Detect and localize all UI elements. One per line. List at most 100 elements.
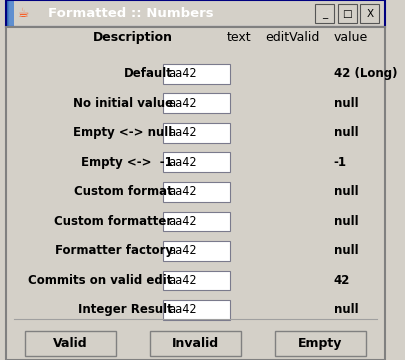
FancyBboxPatch shape <box>163 182 229 202</box>
Bar <box>7 0 11 27</box>
Text: null: null <box>333 215 358 228</box>
Bar <box>6 0 11 27</box>
Bar <box>7 0 12 27</box>
Bar <box>9 0 13 27</box>
Text: aa42: aa42 <box>168 274 196 287</box>
Bar <box>360 4 378 23</box>
Bar <box>8 0 13 27</box>
Bar <box>8 0 12 27</box>
Bar <box>9 0 14 27</box>
Bar <box>7 0 12 27</box>
Text: Default: Default <box>124 67 172 80</box>
Bar <box>6 0 11 27</box>
Bar <box>7 0 12 27</box>
Bar <box>9 0 13 27</box>
Bar <box>9 0 14 27</box>
Text: editValid: editValid <box>264 31 318 44</box>
Bar <box>6 0 11 27</box>
Bar <box>8 0 13 27</box>
Bar <box>6 0 11 27</box>
Text: value: value <box>333 31 367 44</box>
Bar <box>8 0 12 27</box>
Bar <box>9 0 13 27</box>
Bar <box>7 0 12 27</box>
Bar <box>10 0 14 27</box>
Bar <box>9 0 13 27</box>
Text: null: null <box>333 244 358 257</box>
Bar <box>7 0 12 27</box>
Bar <box>8 0 13 27</box>
Text: aa42: aa42 <box>168 303 196 316</box>
Bar <box>8 0 12 27</box>
Text: Integer Result: Integer Result <box>78 303 172 316</box>
Bar <box>7 0 11 27</box>
Bar <box>8 0 12 27</box>
Bar <box>9 0 14 27</box>
Bar <box>9 0 14 27</box>
FancyBboxPatch shape <box>163 123 229 143</box>
Bar <box>9 0 13 27</box>
Text: Commits on valid edit: Commits on valid edit <box>28 274 172 287</box>
Bar <box>7 0 12 27</box>
Bar <box>6 0 11 27</box>
Text: aa42: aa42 <box>168 156 196 169</box>
Bar <box>8 0 13 27</box>
Text: Valid: Valid <box>53 337 87 350</box>
Bar <box>6 0 11 27</box>
Bar <box>7 0 11 27</box>
FancyBboxPatch shape <box>149 331 240 356</box>
Bar <box>6 0 11 27</box>
Bar <box>9 0 14 27</box>
Text: Formatted :: Numbers: Formatted :: Numbers <box>47 7 213 20</box>
Text: Custom formatter: Custom formatter <box>54 215 172 228</box>
Bar <box>9 0 13 27</box>
Bar <box>8 0 12 27</box>
FancyBboxPatch shape <box>163 64 229 84</box>
Bar <box>9 0 13 27</box>
Text: 42: 42 <box>333 274 350 287</box>
Bar <box>6 0 11 27</box>
Bar <box>10 0 14 27</box>
Text: aa42: aa42 <box>168 244 196 257</box>
FancyBboxPatch shape <box>274 331 365 356</box>
Text: aa42: aa42 <box>168 185 196 198</box>
Bar <box>7 0 12 27</box>
Bar <box>7 0 12 27</box>
Bar <box>9 0 14 27</box>
Bar <box>9 0 13 27</box>
Text: _: _ <box>321 9 326 18</box>
Bar <box>9 0 13 27</box>
FancyBboxPatch shape <box>163 241 229 261</box>
Bar <box>6 0 11 27</box>
Bar <box>8 0 13 27</box>
Bar <box>8 0 12 27</box>
Text: null: null <box>333 97 358 110</box>
Bar <box>8 0 13 27</box>
Bar <box>8 0 13 27</box>
Text: Empty: Empty <box>298 337 342 350</box>
Text: Formatter factory: Formatter factory <box>54 244 172 257</box>
Bar <box>8 0 13 27</box>
Bar <box>9 0 14 27</box>
Text: ☕: ☕ <box>17 7 28 20</box>
Bar <box>7 0 11 27</box>
Text: null: null <box>333 303 358 316</box>
Text: aa42: aa42 <box>168 126 196 139</box>
Bar <box>9 0 13 27</box>
Bar <box>9 0 14 27</box>
Text: □: □ <box>341 9 351 18</box>
Bar <box>8 0 12 27</box>
Bar <box>9 0 13 27</box>
Bar <box>6 0 384 27</box>
Bar <box>8 0 13 27</box>
Bar <box>9 0 13 27</box>
Bar <box>9 0 13 27</box>
FancyBboxPatch shape <box>163 271 229 290</box>
Bar <box>6 0 11 27</box>
Bar <box>9 0 13 27</box>
Bar <box>7 0 11 27</box>
Bar <box>6 0 11 27</box>
Bar <box>8 0 12 27</box>
Bar <box>10 0 14 27</box>
FancyBboxPatch shape <box>163 152 229 172</box>
